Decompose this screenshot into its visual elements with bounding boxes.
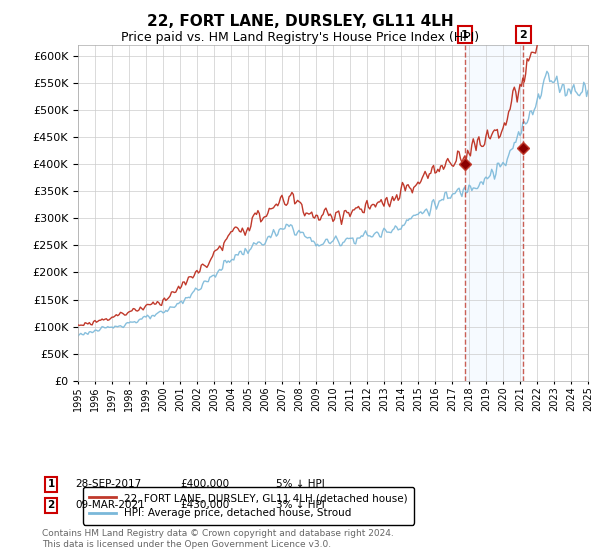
- Text: 1: 1: [461, 30, 469, 40]
- Text: 09-MAR-2021: 09-MAR-2021: [75, 500, 145, 510]
- Text: £430,000: £430,000: [180, 500, 229, 510]
- Text: 2: 2: [520, 30, 527, 40]
- Text: 2: 2: [47, 500, 55, 510]
- Text: Contains HM Land Registry data © Crown copyright and database right 2024.
This d: Contains HM Land Registry data © Crown c…: [42, 529, 394, 549]
- Text: £400,000: £400,000: [180, 479, 229, 489]
- Text: Price paid vs. HM Land Registry's House Price Index (HPI): Price paid vs. HM Land Registry's House …: [121, 31, 479, 44]
- Text: 1: 1: [47, 479, 55, 489]
- Text: 28-SEP-2017: 28-SEP-2017: [75, 479, 141, 489]
- Bar: [465, 45, 523, 381]
- Text: 5% ↓ HPI: 5% ↓ HPI: [276, 479, 325, 489]
- Text: 3% ↓ HPI: 3% ↓ HPI: [276, 500, 325, 510]
- Text: 22, FORT LANE, DURSLEY, GL11 4LH: 22, FORT LANE, DURSLEY, GL11 4LH: [146, 14, 454, 29]
- Legend: 22, FORT LANE, DURSLEY, GL11 4LH (detached house), HPI: Average price, detached : 22, FORT LANE, DURSLEY, GL11 4LH (detach…: [83, 487, 414, 525]
